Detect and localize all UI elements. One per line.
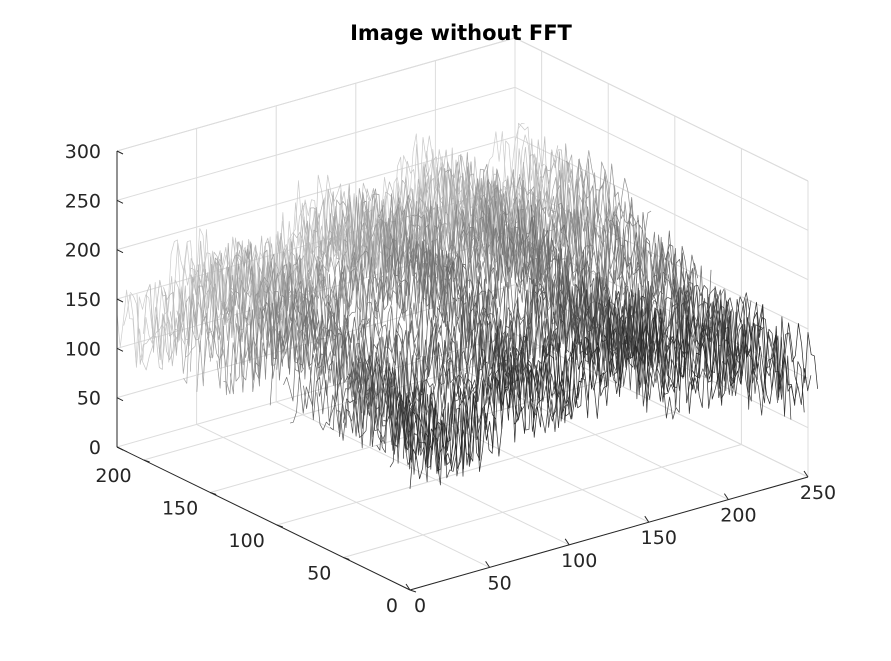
grid-line xyxy=(514,333,809,478)
grid-line xyxy=(514,86,809,231)
z-tick-label: 50 xyxy=(77,388,101,410)
y-tick-mark xyxy=(276,524,283,528)
z-tick-label: 150 xyxy=(65,289,101,311)
grid-line xyxy=(514,37,809,182)
x-tick-mark xyxy=(723,493,729,500)
y-tick-mark xyxy=(210,492,217,495)
x-tick-label: 250 xyxy=(800,482,836,504)
chart-title: Image without FFT xyxy=(350,21,572,45)
surface-row-line xyxy=(389,293,798,477)
z-tick-label: 300 xyxy=(65,141,101,163)
x-tick-label: 150 xyxy=(641,527,677,549)
surface-row-line xyxy=(329,280,738,437)
z-tick-mark xyxy=(116,249,124,254)
grid-line xyxy=(514,136,809,281)
grid-line xyxy=(276,411,675,526)
grid-line xyxy=(196,423,490,568)
y-tick-mark xyxy=(409,589,417,593)
x-tick-mark xyxy=(644,515,650,523)
y-tick-label: 50 xyxy=(307,563,331,585)
z-tick-label: 100 xyxy=(65,338,101,360)
x-tick-mark xyxy=(405,583,411,591)
axis-layer: 0 50 100 150 200 250 0 50 100 150 200 0 50 100 150 200 2… xyxy=(65,141,836,617)
z-tick-mark xyxy=(116,446,124,451)
z-tick-mark xyxy=(116,347,124,352)
surface-row-line xyxy=(409,314,818,489)
y-tick-label: 100 xyxy=(229,530,265,552)
z-tick-label: 0 xyxy=(89,437,101,459)
z-tick-label: 200 xyxy=(65,240,101,262)
surface-mesh xyxy=(116,122,818,489)
y-tick-label: 0 xyxy=(386,595,398,617)
surface-row-line xyxy=(383,289,792,477)
surface-row-line xyxy=(176,154,585,374)
grid-line xyxy=(355,378,650,523)
x-tick-label: 0 xyxy=(414,595,426,617)
x-tick-label: 100 xyxy=(561,550,597,572)
y-tick-label: 200 xyxy=(95,465,131,487)
x-tick-mark xyxy=(485,561,491,568)
y-tick-label: 150 xyxy=(162,498,198,520)
x-tick-label: 50 xyxy=(488,572,512,594)
surface-row-line xyxy=(189,152,599,372)
y-tick-mark xyxy=(143,459,150,463)
y-axis-line xyxy=(116,446,411,591)
z-tick-mark xyxy=(116,199,124,204)
grid-line xyxy=(116,37,516,152)
x-tick-mark xyxy=(803,470,809,478)
surface-row-line xyxy=(223,169,632,395)
surface-row-line xyxy=(290,229,699,424)
y-tick-mark xyxy=(343,557,350,560)
x-axis-line xyxy=(409,476,809,591)
z-tick-mark xyxy=(116,298,124,303)
surface-row-line xyxy=(363,276,772,483)
z-tick-mark xyxy=(116,397,124,402)
grid-line xyxy=(116,86,516,201)
z-tick-label: 250 xyxy=(65,190,101,212)
grid-line xyxy=(343,444,742,558)
x-tick-mark xyxy=(564,538,570,546)
grid-line xyxy=(116,136,516,251)
z-tick-mark xyxy=(116,150,124,155)
x-tick-label: 200 xyxy=(720,505,756,527)
surface-row-line xyxy=(203,150,612,374)
